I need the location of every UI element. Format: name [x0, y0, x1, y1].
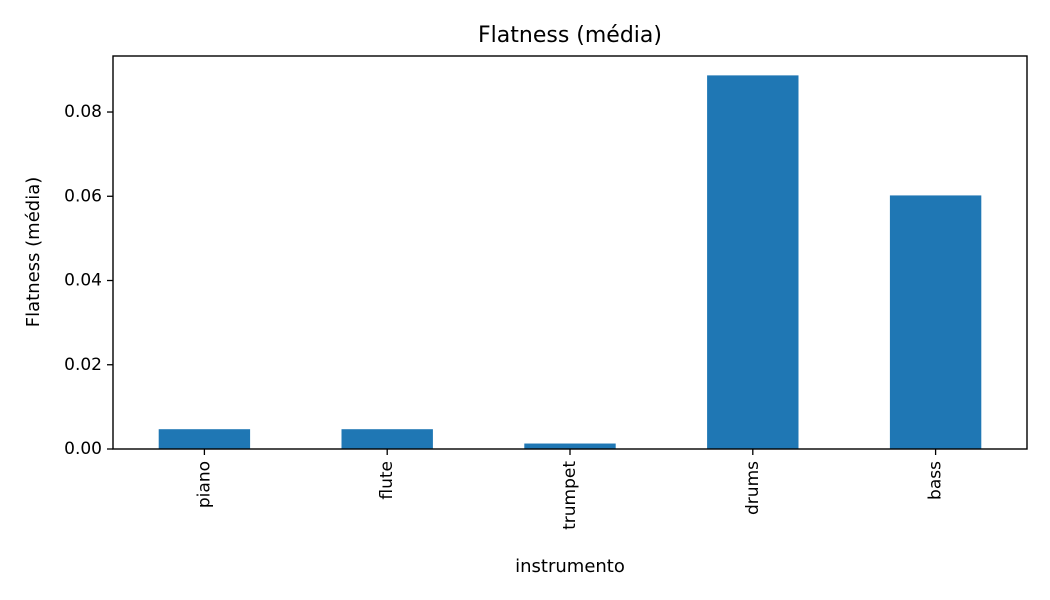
x-tick-label: bass	[926, 461, 946, 500]
bar-trumpet	[524, 443, 616, 449]
y-axis-label: Flatness (média)	[23, 177, 44, 328]
x-axis-label: instrumento	[515, 556, 625, 577]
x-tick-label: drums	[743, 461, 763, 515]
y-tick-label: 0.02	[64, 355, 102, 375]
bar-bass	[889, 195, 982, 449]
y-tick-label: 0.04	[64, 271, 102, 291]
x-tick-label: piano	[194, 461, 214, 508]
y-tick-label: 0.06	[64, 186, 102, 206]
x-tick-label: trumpet	[560, 461, 580, 530]
bar-drums	[707, 75, 799, 449]
chart-title: Flatness (média)	[478, 23, 662, 48]
x-axis-ticks: piano flute trumpet drums bass	[194, 449, 946, 530]
y-tick-label: 0.08	[64, 102, 102, 122]
x-tick-label: flute	[377, 461, 397, 500]
bar-piano	[158, 429, 251, 449]
bar-flute	[341, 429, 433, 449]
plot-area-frame	[112, 55, 1028, 450]
y-axis-ticks: 0.00 0.02 0.04 0.06 0.08	[64, 102, 113, 459]
y-tick-label: 0.00	[64, 439, 102, 459]
bars-group	[158, 75, 982, 449]
